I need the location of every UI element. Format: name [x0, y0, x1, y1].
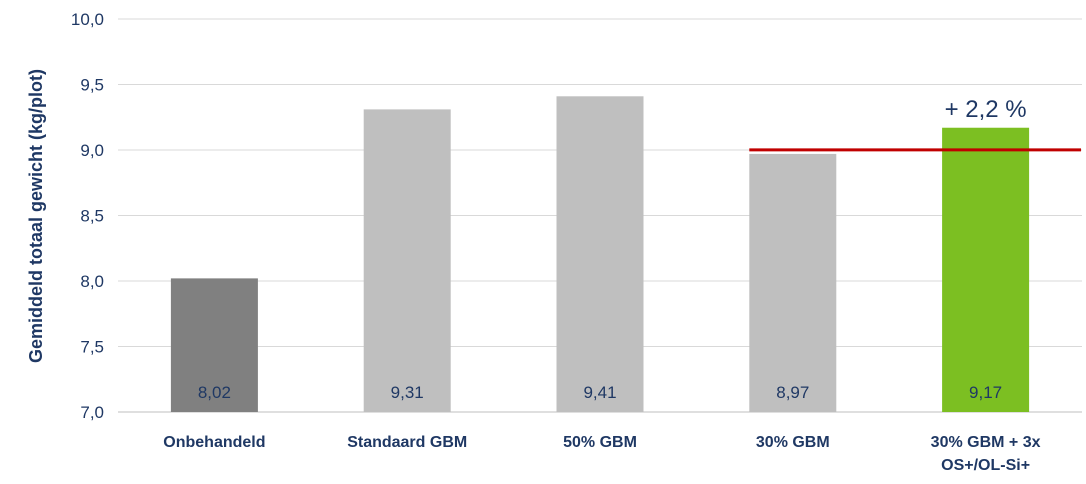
category-label-line: OS+/OL-Si+: [941, 457, 1030, 474]
annotation-group: + 2,2 %: [945, 96, 1027, 123]
bar: [363, 109, 451, 412]
data-label: 8,97: [776, 383, 809, 402]
y-axis-ticks: 7,0 7,5 8,0 8,5 9,0 9,5 10,0: [71, 10, 104, 422]
category-label-line: 50% GBM: [563, 434, 637, 451]
category-label: 50% GBM: [563, 434, 637, 451]
bar: [942, 127, 1030, 412]
bar: [170, 278, 258, 412]
data-label: 9,17: [969, 383, 1002, 402]
bars: [170, 96, 1030, 412]
category-label-line: 30% GBM: [756, 434, 830, 451]
data-label: 9,41: [583, 383, 616, 402]
y-tick-label: 9,0: [80, 141, 104, 160]
category-label: Onbehandeld: [163, 434, 265, 451]
y-tick-label: 7,5: [80, 338, 104, 357]
y-tick-label: 8,5: [80, 207, 104, 226]
category-label-line: Standaard GBM: [347, 434, 467, 451]
category-label-line: 30% GBM + 3x: [931, 434, 1041, 451]
bar: [556, 96, 644, 412]
percentage-annotation: + 2,2 %: [945, 96, 1027, 123]
y-tick-label: 10,0: [71, 10, 104, 29]
y-tick-label: 8,0: [80, 272, 104, 291]
bar: [749, 153, 837, 412]
y-tick-label: 9,5: [80, 76, 104, 95]
y-tick-label: 7,0: [80, 403, 104, 422]
category-label-line: Onbehandeld: [163, 434, 265, 451]
data-label: 8,02: [198, 383, 231, 402]
category-label: 30% GBM: [756, 434, 830, 451]
data-label: 9,31: [391, 383, 424, 402]
y-axis-label: Gemiddeld totaal gewicht (kg/plot): [26, 69, 46, 363]
x-axis-categories: Onbehandeld Standaard GBM 50% GBM 30% GBM 30…: [163, 434, 1040, 474]
category-label: Standaard GBM: [347, 434, 467, 451]
category-label: 30% GBM + 3x OS+/OL-Si+: [931, 434, 1041, 474]
data-labels: 8,02 9,31 9,41 8,97 9,17: [198, 383, 1002, 402]
